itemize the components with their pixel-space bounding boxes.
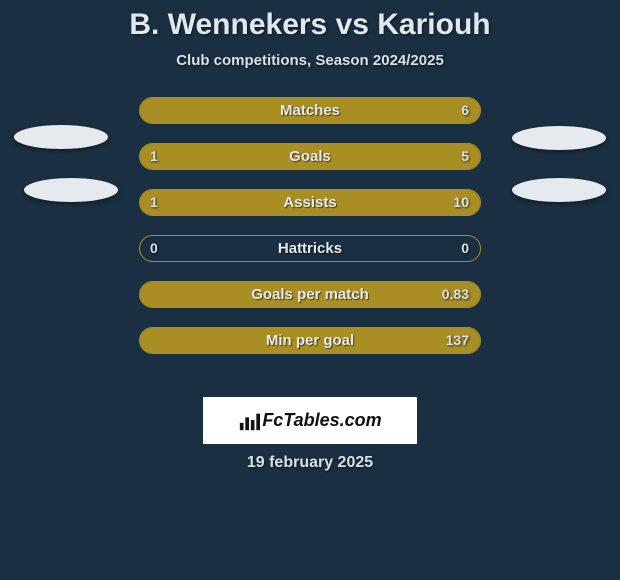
stat-row: Goals per match0.83: [0, 281, 620, 327]
stat-row: Hattricks00: [0, 235, 620, 281]
logo-text: FcTables.com: [262, 410, 381, 431]
fill-right: [140, 98, 480, 123]
stat-value-left: 0: [150, 235, 158, 262]
stat-bar: [139, 97, 481, 124]
stat-bar: [139, 281, 481, 308]
stat-value-right: 10: [453, 189, 469, 216]
stat-value-right: 137: [446, 327, 469, 354]
stat-bar: [139, 235, 481, 262]
stat-bar: [139, 327, 481, 354]
footer-date: 19 february 2025: [0, 454, 620, 472]
stat-value-left: 1: [150, 189, 158, 216]
fill-right: [171, 190, 480, 215]
comparison-rows: Matches6Goals15Assists110Hattricks00Goal…: [0, 97, 620, 373]
stat-row: Matches6: [0, 97, 620, 143]
fill-right: [198, 144, 480, 169]
subtitle: Club competitions, Season 2024/2025: [0, 52, 620, 69]
page-title: B. Wennekers vs Kariouh: [0, 0, 620, 42]
bar-chart-icon: [238, 410, 260, 432]
stat-value-right: 6: [461, 97, 469, 124]
stat-value-right: 5: [461, 143, 469, 170]
fill-left: [140, 144, 198, 169]
stat-bar: [139, 143, 481, 170]
stat-row: Assists110: [0, 189, 620, 235]
stat-value-right: 0: [461, 235, 469, 262]
fill-right: [140, 282, 480, 307]
stat-row: Min per goal137: [0, 327, 620, 373]
logo-badge: FcTables.com: [203, 397, 417, 444]
fill-right: [140, 328, 480, 353]
stat-value-left: 1: [150, 143, 158, 170]
stat-value-right: 0.83: [442, 281, 469, 308]
stat-bar: [139, 189, 481, 216]
stat-row: Goals15: [0, 143, 620, 189]
